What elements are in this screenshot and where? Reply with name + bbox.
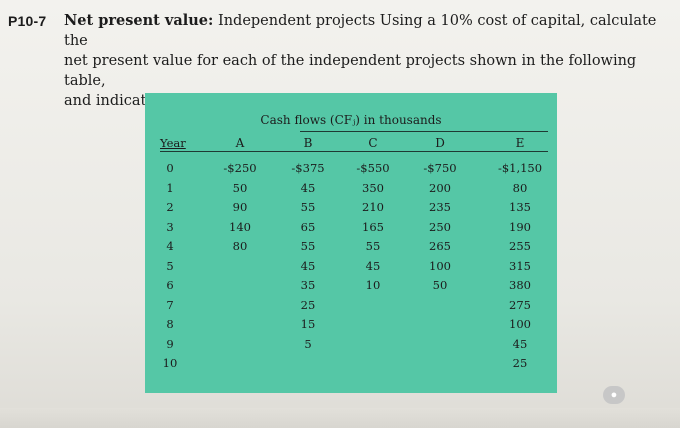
cash-flow-cell: 135 bbox=[509, 200, 531, 214]
cash-flow-cell: 10 bbox=[365, 278, 381, 292]
cash-flow-cell: 165 bbox=[362, 219, 384, 234]
cash-flow-cell: 35 bbox=[300, 278, 316, 292]
cash-flow-cell: 65 bbox=[300, 219, 316, 234]
cash-flow-cell: 55 bbox=[300, 239, 316, 253]
column-header-e: E bbox=[515, 136, 525, 150]
cash-flow-cell: 275 bbox=[509, 297, 531, 312]
problem-line-1-rest: Independent projects Using a 10% cost of… bbox=[64, 13, 657, 49]
column-header-a: A bbox=[235, 136, 245, 150]
cash-flow-cell: 190 bbox=[509, 219, 531, 234]
cash-flow-cell: 255 bbox=[509, 239, 531, 253]
cash-flow-cell: 45 bbox=[300, 180, 316, 195]
cash-flow-cell: 250 bbox=[429, 219, 451, 234]
cash-flow-cell: -$750 bbox=[423, 161, 457, 175]
table-panel bbox=[145, 93, 557, 393]
cash-flow-cell: 90 bbox=[232, 200, 248, 214]
year-cell: 8 bbox=[166, 317, 174, 331]
cash-flow-cell: -$550 bbox=[356, 161, 390, 175]
cash-flow-cell: 45 bbox=[512, 336, 528, 351]
cash-flow-cell: 5 bbox=[304, 336, 312, 351]
caption-rule bbox=[300, 131, 548, 132]
cash-flow-cell: -$1,150 bbox=[497, 161, 543, 175]
cash-flow-cell: 15 bbox=[300, 317, 316, 331]
year-cell: 6 bbox=[166, 278, 174, 292]
cash-flow-cell: 55 bbox=[365, 239, 381, 253]
cash-flow-cell: -$250 bbox=[223, 161, 257, 175]
year-cell: 1 bbox=[166, 180, 174, 195]
column-header-b: B bbox=[303, 136, 313, 150]
problem-heading: Net present value: bbox=[64, 12, 214, 29]
cash-flow-cell: 350 bbox=[362, 180, 384, 195]
cash-flow-cell: 100 bbox=[429, 258, 451, 273]
cash-flow-cell: 25 bbox=[512, 356, 528, 370]
year-header: Year bbox=[160, 136, 186, 150]
cash-flow-cell: 80 bbox=[232, 239, 248, 253]
problem-number: P10-7 bbox=[8, 13, 47, 29]
column-header-d: D bbox=[435, 136, 445, 150]
problem-line-2: net present value for each of the indepe… bbox=[64, 53, 637, 89]
year-cell: 3 bbox=[166, 219, 174, 234]
cash-flow-cell: 45 bbox=[365, 258, 381, 273]
year-cell: 10 bbox=[162, 356, 178, 370]
cash-flow-cell: 25 bbox=[300, 297, 316, 312]
cash-flow-cell: 380 bbox=[509, 278, 531, 292]
year-cell: 0 bbox=[166, 161, 174, 175]
year-cell: 9 bbox=[166, 336, 174, 351]
table-caption: Cash flows (CFⱼ) in thousands bbox=[260, 113, 442, 127]
page-badge: ● bbox=[603, 386, 625, 404]
year-cell: 5 bbox=[166, 258, 174, 273]
cash-flow-cell: 140 bbox=[229, 219, 251, 234]
year-cell: 2 bbox=[166, 200, 174, 214]
cash-flow-cell: 265 bbox=[429, 239, 451, 253]
header-rule bbox=[160, 151, 548, 152]
year-cell: 4 bbox=[166, 239, 174, 253]
cash-flow-cell: 235 bbox=[429, 200, 451, 214]
cash-flow-cell: 50 bbox=[232, 180, 248, 195]
cash-flow-cell: 315 bbox=[509, 258, 531, 273]
cash-flow-cell: 55 bbox=[300, 200, 316, 214]
cash-flow-cell: 200 bbox=[429, 180, 451, 195]
page-bottom bbox=[0, 408, 680, 428]
cash-flow-cell: 45 bbox=[300, 258, 316, 273]
cash-flow-cell: 80 bbox=[512, 180, 528, 195]
year-cell: 7 bbox=[166, 297, 174, 312]
problem-line-1: Net present value: Independent projects … bbox=[64, 11, 664, 51]
column-header-c: C bbox=[368, 136, 378, 150]
cash-flow-cell: 210 bbox=[362, 200, 384, 214]
cash-flow-cell: 100 bbox=[509, 317, 531, 331]
cash-flow-cell: 50 bbox=[432, 278, 448, 292]
cash-flow-cell: -$375 bbox=[291, 161, 325, 175]
